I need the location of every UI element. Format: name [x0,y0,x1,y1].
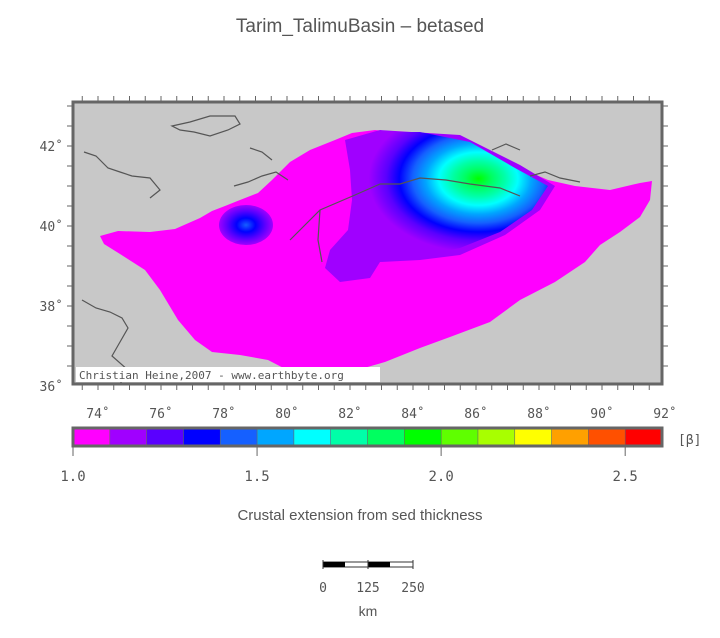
colorbar-swatch [404,427,442,447]
scale-unit: km [359,603,378,619]
map-frame [71,100,664,386]
beta-anomaly-main [365,132,548,255]
colorbar-unit: [β] [678,433,701,448]
colorbar-ticks: 1.0 1.5 2.0 2.5 [60,446,638,485]
colorbar-tick-label: 1.0 [60,469,85,485]
coastlines [81,115,581,384]
colorbar-swatch [367,427,406,447]
colorbar-swatch [293,427,332,447]
lat-tick-label: 38˚ [40,299,63,315]
colorbar-swatch [440,427,479,447]
colorbar-swatch [624,427,663,447]
colorbar-swatch [551,427,590,447]
colorbar-swatch [183,427,222,447]
credit-text: Christian Heine,2007 - www.earthbyte.org [79,369,344,382]
lon-tick-label: 80˚ [275,406,298,422]
colorbar-swatch [514,427,553,447]
lat-tick-label: 42˚ [40,139,63,155]
colorbar-caption: Crustal extension from sed thickness [237,507,483,524]
scale-label-0: 0 [319,581,327,596]
lon-tick-label: 88˚ [527,406,550,422]
longitude-axis: 74˚ 76˚ 78˚ 80˚ 82˚ 84˚ 86˚ 88˚ 90˚ 92˚ [86,406,676,422]
lat-tick-label: 36˚ [40,379,63,395]
colorbar [72,427,663,447]
frame-ticks [67,96,668,390]
lon-tick-label: 78˚ [212,406,235,422]
colorbar-frame [71,426,664,448]
lon-tick-label: 90˚ [590,406,613,422]
beta-anomaly-small [219,205,273,245]
credit-box [76,367,380,382]
lon-tick-label: 76˚ [149,406,172,422]
lon-tick-label: 92˚ [653,406,676,422]
colorbar-swatch [330,427,369,447]
scale-label-250: 250 [401,581,424,596]
colorbar-swatch [477,427,516,447]
colorbar-swatch [72,427,111,447]
colorbar-swatch [256,427,295,447]
latitude-axis: 42˚ 40˚ 38˚ 36˚ [40,139,63,395]
colorbar-tick-label: 2.0 [428,469,453,485]
scale-label-125: 125 [356,581,379,596]
lon-tick-label: 82˚ [338,406,361,422]
colorbar-swatch [146,427,185,447]
colorbar-swatch [588,427,626,447]
colorbar-tick-label: 1.5 [244,469,269,485]
lat-tick-label: 40˚ [40,219,63,235]
lon-tick-label: 84˚ [401,406,424,422]
colorbar-tick-label: 2.5 [613,469,638,485]
map-title: Tarim_TalimuBasin – betased [235,16,485,37]
colorbar-swatch [109,427,148,447]
lon-tick-label: 86˚ [464,406,487,422]
lon-tick-label: 74˚ [86,406,109,422]
colorbar-swatch [219,427,258,447]
scale-bar [322,560,414,569]
